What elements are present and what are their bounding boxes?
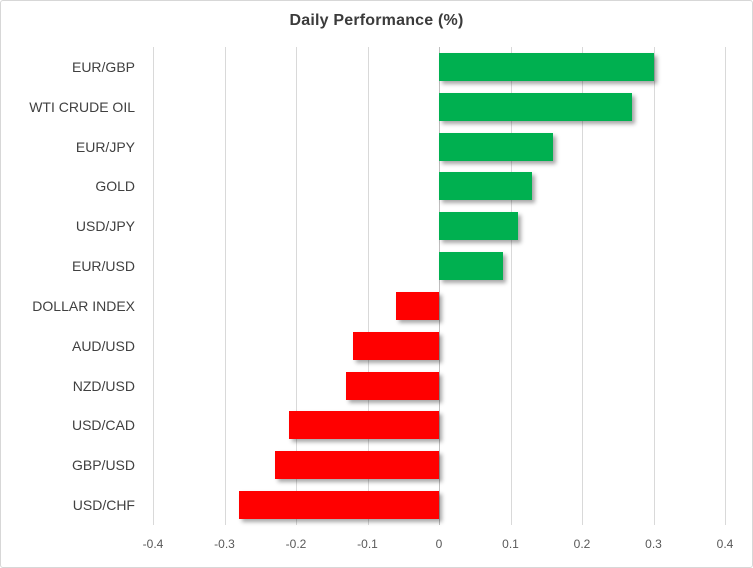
bar-wti-crude-oil bbox=[439, 92, 633, 121]
bar-eur-gbp bbox=[439, 52, 654, 81]
gridline bbox=[510, 47, 512, 525]
gridline bbox=[296, 47, 297, 525]
category-label-usd-cad: USD/CAD bbox=[71, 417, 135, 434]
bar-usd-jpy bbox=[439, 212, 518, 241]
x-tick-label: 0.3 bbox=[645, 537, 662, 551]
x-tick-label: -0.3 bbox=[214, 537, 235, 551]
gridline bbox=[653, 47, 655, 525]
category-label-dollar-index: DOLLAR INDEX bbox=[32, 297, 135, 314]
bar-usd-chf bbox=[238, 491, 439, 520]
bar-eur-jpy bbox=[439, 132, 554, 161]
category-label-nzd-usd: NZD/USD bbox=[72, 377, 135, 394]
chart-title: Daily Performance (%) bbox=[289, 12, 464, 29]
bar-eur-usd bbox=[439, 252, 504, 281]
x-tick-label: 0.1 bbox=[502, 537, 519, 551]
bar-gold bbox=[439, 172, 532, 201]
category-axis-labels: EUR/GBP WTI CRUDE OIL EUR/JPY GOLD USD/JPY EU… bbox=[1, 1, 135, 567]
x-axis: -0.4 -0.3 -0.2 -0.1 0 0.1 0.2 0.3 0.4 bbox=[1, 537, 752, 557]
bar-gbp-usd bbox=[274, 451, 439, 480]
bar-usd-cad bbox=[288, 411, 439, 440]
plot-area bbox=[153, 47, 726, 525]
gridline bbox=[153, 47, 154, 525]
bar-aud-usd bbox=[353, 331, 439, 360]
zero-axis-line bbox=[439, 47, 440, 525]
category-label-usd-chf: USD/CHF bbox=[72, 497, 135, 514]
category-label-usd-jpy: USD/JPY bbox=[75, 218, 135, 235]
gridline bbox=[367, 47, 369, 525]
category-label-aud-usd: AUD/USD bbox=[71, 337, 135, 354]
x-tick-label: -0.4 bbox=[142, 537, 164, 551]
category-label-eur-jpy: EUR/JPY bbox=[75, 138, 135, 155]
x-tick-label: 0.2 bbox=[573, 537, 591, 551]
category-label-eur-gbp: EUR/GBP bbox=[71, 58, 135, 75]
bar-dollar-index bbox=[396, 291, 439, 320]
category-label-gold: GOLD bbox=[95, 178, 135, 195]
gridline bbox=[725, 47, 726, 525]
category-label-wti-crude-oil: WTI CRUDE OIL bbox=[29, 98, 135, 115]
category-label-eur-usd: EUR/USD bbox=[71, 258, 135, 275]
x-tick-label: -0.1 bbox=[357, 537, 378, 551]
gridline bbox=[224, 47, 226, 525]
x-tick-label: 0.4 bbox=[716, 537, 734, 551]
gridline bbox=[582, 47, 583, 525]
bar-nzd-usd bbox=[346, 371, 440, 400]
x-tick-label: 0 bbox=[435, 537, 443, 551]
x-tick-label: -0.2 bbox=[285, 537, 307, 551]
category-label-gbp-usd: GBP/USD bbox=[71, 457, 135, 474]
